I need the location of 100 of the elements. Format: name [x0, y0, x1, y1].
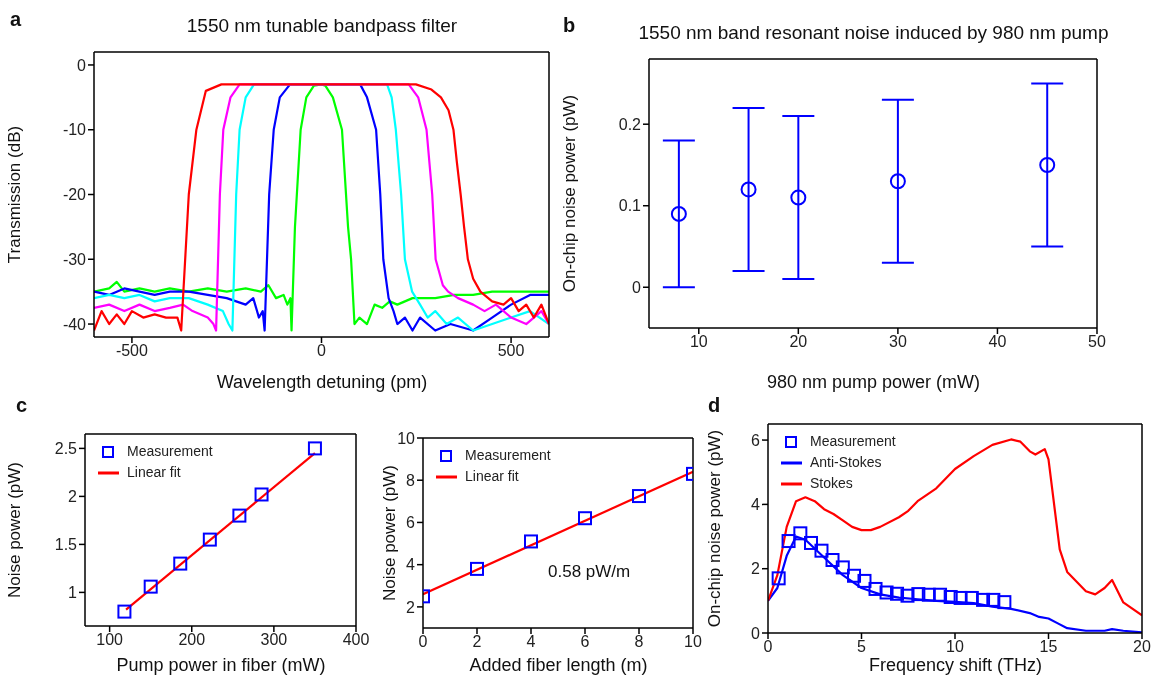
x-tick-label: 5 — [857, 638, 867, 656]
y-tick-label: 1 — [68, 584, 78, 602]
y-tick-label: 10 — [397, 429, 416, 447]
y-axis-title: Transmission (dB) — [5, 125, 25, 264]
point — [997, 595, 1012, 610]
y-tick-label: 6 — [751, 431, 761, 449]
legend-label: Stokes — [810, 474, 853, 493]
legend-label: Linear fit — [127, 463, 181, 482]
x-axis-title: Added fiber length (m) — [468, 655, 649, 676]
y-tick-label: 0 — [77, 56, 87, 74]
y-tick-label: 4 — [751, 496, 761, 514]
point — [670, 205, 687, 222]
point — [202, 532, 217, 547]
legend-label: Measurement — [465, 446, 551, 465]
line-series — [768, 438, 1142, 617]
point — [825, 553, 840, 568]
point — [814, 543, 829, 558]
x-tick-label: 2 — [472, 633, 482, 651]
x-tick-label: 0 — [763, 638, 773, 656]
point — [953, 590, 968, 605]
legend-label: Linear fit — [465, 467, 519, 486]
y-axis-title: On-chip noise power (pW) — [705, 429, 725, 628]
x-tick-label: 30 — [888, 333, 907, 351]
y-axis-title: Noise power (pW) — [380, 464, 400, 602]
x-axis-title: 980 nm pump power (mW) — [765, 372, 982, 393]
y-tick-label: 2 — [68, 488, 78, 506]
x-tick-label: 10 — [684, 633, 702, 651]
y-tick-label: 0.2 — [618, 115, 642, 133]
x-axis-title: Frequency shift (THz) — [867, 655, 1043, 676]
text: b — [563, 14, 576, 37]
x-tick-label: 0 — [418, 633, 428, 651]
point — [117, 604, 132, 619]
x-tick-label: 100 — [96, 631, 124, 649]
point — [943, 589, 958, 604]
point — [771, 571, 786, 586]
y-axis-title: On-chip noise power (pW) — [560, 94, 580, 293]
x-tick-label: 50 — [1088, 333, 1106, 351]
y-tick-label: -40 — [62, 315, 87, 333]
text: a — [10, 8, 22, 31]
point — [793, 526, 808, 541]
x-tick-label: 0 — [317, 342, 327, 360]
y-tick-label: 6 — [406, 514, 416, 532]
x-tick-label: 500 — [497, 342, 525, 360]
x-tick-label: 10 — [946, 638, 964, 656]
point — [524, 534, 538, 549]
point — [578, 511, 592, 526]
text: d — [708, 394, 721, 417]
y-tick-label: 1.5 — [54, 536, 78, 554]
point — [781, 534, 796, 549]
y-tick-label: -10 — [62, 121, 87, 139]
x-tick-label: 20 — [789, 333, 808, 351]
x-tick-label: 400 — [342, 631, 370, 649]
x-tick-label: 4 — [526, 633, 536, 651]
point — [921, 587, 936, 602]
y-tick-label: 4 — [406, 556, 416, 574]
x-tick-label: -500 — [115, 342, 149, 360]
point — [470, 561, 484, 576]
point — [879, 585, 894, 600]
chart-title: 1550 nm tunable bandpass filter — [186, 15, 458, 36]
x-tick-label: 40 — [988, 333, 1007, 351]
point — [890, 586, 905, 601]
line-series — [94, 83, 549, 332]
point — [857, 573, 872, 588]
point — [804, 535, 819, 550]
x-tick-label: 6 — [580, 633, 590, 651]
y-tick-label: 2.5 — [54, 440, 78, 458]
point — [173, 556, 188, 571]
point — [254, 487, 269, 502]
y-tick-label: -30 — [62, 250, 87, 268]
point — [790, 189, 807, 206]
point — [911, 587, 926, 602]
point — [632, 489, 646, 504]
point — [976, 592, 991, 607]
annotation: 0.58 pW/m — [548, 562, 631, 582]
y-tick-label: 2 — [751, 560, 761, 578]
legend-label: Measurement — [127, 442, 213, 461]
point — [900, 588, 915, 603]
x-tick-label: 10 — [689, 333, 708, 351]
legend-label: Measurement — [810, 432, 896, 451]
point — [986, 592, 1001, 607]
point — [868, 581, 883, 596]
chart-title: 1550 nm band resonant noise induced by 980 nm pump — [637, 22, 1110, 44]
x-tick-label: 15 — [1039, 638, 1058, 656]
point — [740, 181, 757, 198]
x-axis-title: Pump power in fiber (mW) — [115, 655, 327, 676]
y-tick-label: -20 — [62, 186, 87, 204]
y-tick-label: 0.1 — [618, 197, 642, 215]
point — [835, 560, 850, 575]
x-tick-label: 200 — [178, 631, 206, 649]
y-tick-label: 0 — [632, 278, 642, 296]
point — [143, 579, 158, 594]
point — [933, 587, 948, 602]
y-axis-title: Noise power (pW) — [5, 461, 25, 599]
y-tick-label: 8 — [406, 471, 416, 489]
text: c — [16, 394, 28, 417]
point — [889, 173, 906, 190]
x-tick-label: 20 — [1133, 638, 1151, 656]
x-tick-label: 300 — [260, 631, 288, 649]
legend-label: Anti-Stokes — [810, 453, 882, 472]
x-axis-title: Wavelength detuning (pm) — [215, 372, 429, 393]
